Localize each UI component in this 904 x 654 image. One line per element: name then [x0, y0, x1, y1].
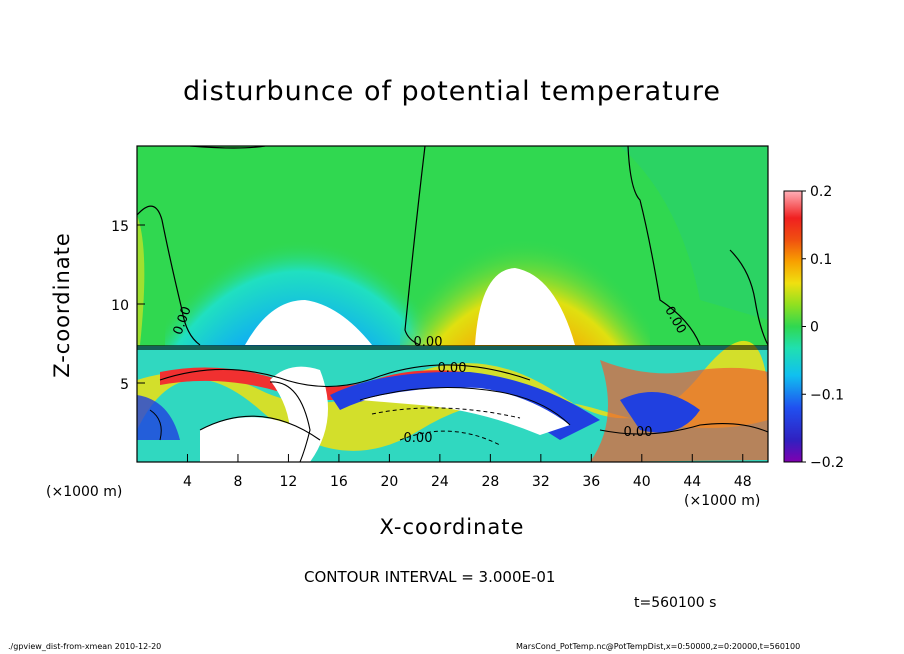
contour-labels: 0.000.000.000.000.00 0.00: [171, 304, 689, 446]
contour-label: 0.00: [624, 425, 653, 440]
x-tick-label: 20: [380, 474, 398, 490]
contour-label: 0.00: [438, 361, 467, 376]
contour-interval-label: CONTOUR INTERVAL = 3.000E-01: [304, 568, 556, 586]
x-tick-label: 48: [734, 474, 752, 490]
x-tick-label: 24: [431, 474, 449, 490]
y-axis-ticks: 5 10 15: [111, 219, 145, 393]
x-tick-label: 44: [683, 474, 701, 490]
x-unit-label-right: (×1000 m): [684, 493, 761, 509]
colorbar-tick-label: −0.2: [810, 455, 844, 471]
x-tick-label: 12: [280, 474, 298, 490]
colorbar-tick-label: 0.2: [810, 184, 832, 200]
x-tick-label: 32: [532, 474, 550, 490]
y-tick-label: 15: [111, 219, 129, 235]
colorbar-tick-label: 0.1: [810, 252, 832, 268]
footer-left: ./gpview_dist-from-xmean 2010-12-20: [8, 642, 162, 651]
x-tick-label: 4: [183, 474, 192, 490]
colorbar-tick-label: 0: [810, 320, 819, 336]
colorbar-gradient: [783, 190, 803, 463]
x-axis-label: X-coordinate: [379, 515, 525, 539]
contour-label: 0.00: [404, 431, 433, 446]
x-tick-label: 40: [633, 474, 651, 490]
time-label: t=560100 s: [634, 595, 717, 611]
y-tick-label: 5: [120, 377, 129, 393]
x-tick-label: 28: [481, 474, 499, 490]
footer-right: MarsCond_PotTemp.nc@PotTempDist,x=0:5000…: [516, 642, 801, 651]
x-axis-ticks: 4 8 12 16 20 24 28 32 36 40 44 48: [183, 454, 752, 490]
x-tick-label: 8: [233, 474, 242, 490]
heatmap-field: [137, 146, 768, 462]
y-tick-label: 10: [111, 298, 129, 314]
chart-title: disturbunce of potential temperature: [183, 76, 721, 107]
colorbar: 0.2 0.1 0 −0.1 −0.2: [783, 184, 844, 471]
x-unit-label-left: (×1000 m): [46, 484, 123, 500]
colorbar-tick-label: −0.1: [810, 387, 844, 403]
contour-label: 0.00: [414, 335, 443, 350]
x-tick-label: 36: [582, 474, 600, 490]
x-tick-label: 16: [330, 474, 348, 490]
